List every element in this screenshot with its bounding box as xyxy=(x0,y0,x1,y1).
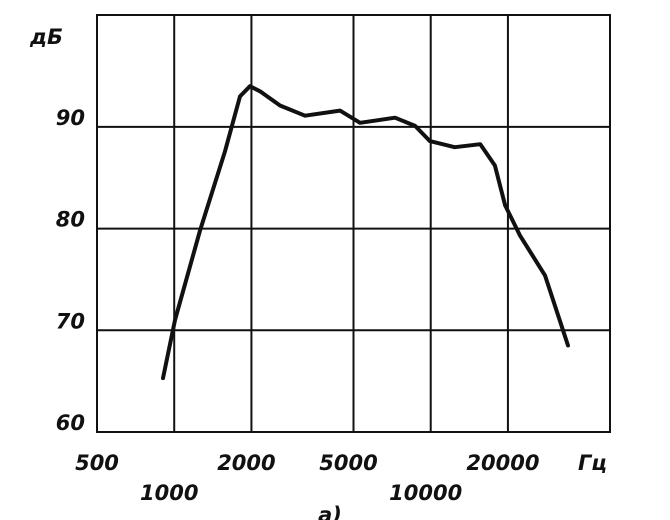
x-tick-label: 10000 xyxy=(389,481,462,505)
caption: а) xyxy=(318,503,342,520)
y-tick-label: 60 xyxy=(56,411,85,435)
y-tick-label: 70 xyxy=(56,309,85,333)
x-tick-label: 1000 xyxy=(140,481,198,505)
x-tick-label: 5000 xyxy=(319,451,377,475)
x-tick-label: 500 xyxy=(75,451,119,475)
y-tick-label: 90 xyxy=(56,106,85,130)
x-tick-label: 2000 xyxy=(217,451,275,475)
data-line xyxy=(161,84,570,381)
y-axis-label: дБ xyxy=(29,25,63,49)
x-axis-label: Гц xyxy=(578,451,607,475)
x-tick-label: 20000 xyxy=(466,451,539,475)
y-tick-label: 80 xyxy=(56,208,85,232)
